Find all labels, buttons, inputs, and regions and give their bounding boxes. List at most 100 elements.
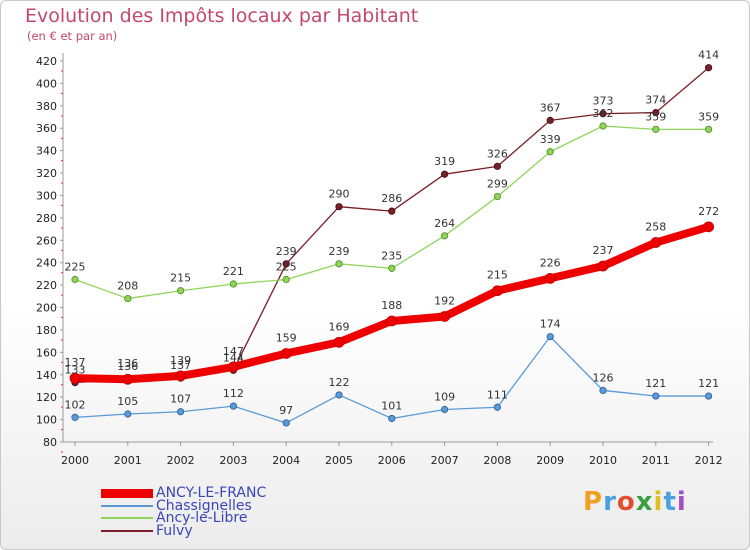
data-label-fulvy: 414	[698, 49, 719, 62]
data-label-ancy-le-libre: 235	[381, 249, 402, 262]
x-tick-label: 2001	[114, 454, 142, 467]
data-label-chassignelles: 126	[593, 371, 614, 384]
data-label-fulvy: 136	[117, 360, 138, 373]
data-point-chassignelles	[493, 403, 501, 411]
y-tick-label: 160	[36, 346, 57, 359]
y-tick-label: 240	[36, 257, 57, 270]
data-label-fulvy: 319	[434, 155, 455, 168]
x-tick-label: 2010	[589, 454, 617, 467]
data-point-ancy-le-franc	[122, 373, 134, 385]
data-label-fulvy: 373	[593, 95, 614, 108]
data-point-ancy-le-libre	[124, 294, 132, 303]
data-point-chassignelles	[124, 410, 132, 418]
data-point-ancy-le-libre	[652, 125, 660, 133]
data-point-fulvy	[335, 203, 343, 211]
data-label-fulvy: 133	[65, 364, 86, 377]
y-tick-label: 360	[36, 122, 57, 135]
series-line-fulvy	[74, 67, 710, 384]
data-label-ancy-le-franc: 226	[540, 256, 561, 269]
data-point-ancy-le-franc	[544, 272, 556, 284]
y-tick-label: 340	[36, 145, 57, 158]
data-label-chassignelles: 111	[487, 388, 508, 401]
data-label-chassignelles: 105	[117, 395, 138, 408]
x-tick-label: 2000	[61, 454, 89, 467]
data-point-ancy-le-franc	[175, 370, 187, 382]
y-tick-label: 80	[43, 436, 57, 449]
data-label-fulvy: 286	[381, 192, 402, 205]
legend-item-ancy-le-libre: Ancy-le-Libre	[101, 511, 266, 525]
data-point-fulvy	[493, 162, 501, 170]
data-label-ancy-le-franc: 139	[170, 354, 191, 367]
data-label-fulvy: 144	[223, 351, 244, 364]
x-tick-label: 2003	[219, 454, 247, 467]
logo-letter: o	[616, 487, 636, 517]
logo-letter: x	[635, 487, 654, 517]
legend-swatch-chassignelles	[101, 504, 153, 507]
data-label-ancy-le-libre: 362	[593, 107, 614, 120]
data-point-chassignelles	[652, 392, 660, 400]
legend-item-ancy-le-franc: ANCY-LE-FRANC	[101, 485, 267, 502]
x-tick-label: 2008	[483, 454, 511, 467]
data-point-ancy-le-franc	[703, 221, 714, 233]
data-label-ancy-le-libre: 299	[487, 178, 508, 191]
data-point-ancy-le-libre	[704, 125, 713, 133]
data-label-chassignelles: 121	[698, 377, 719, 390]
data-label-fulvy: 137	[170, 359, 191, 372]
data-point-ancy-le-franc	[491, 285, 503, 297]
data-point-ancy-le-franc	[386, 315, 398, 327]
legend-label: Chassignelles	[156, 497, 252, 514]
y-tick-label: 200	[36, 302, 57, 315]
data-point-ancy-le-franc	[69, 372, 81, 384]
data-point-ancy-le-libre	[282, 275, 290, 284]
logo-letter: P	[583, 487, 604, 517]
data-point-fulvy	[388, 207, 396, 215]
x-tick-label: 2011	[642, 454, 670, 467]
data-point-chassignelles	[71, 413, 79, 421]
data-label-ancy-le-franc: 169	[329, 320, 350, 333]
data-point-fulvy	[704, 64, 713, 72]
data-point-chassignelles	[599, 386, 607, 395]
data-label-ancy-le-libre: 208	[117, 280, 138, 293]
legend-item-fulvy: Fulvy	[101, 524, 266, 538]
data-point-ancy-le-franc	[650, 237, 662, 248]
y-tick-label: 320	[36, 167, 57, 180]
legend-label: ANCY-LE-FRANC	[156, 485, 267, 502]
data-point-ancy-le-franc	[597, 260, 609, 272]
data-label-chassignelles: 174	[540, 318, 561, 331]
data-point-ancy-le-franc	[227, 361, 239, 373]
y-tick-label: 260	[36, 234, 57, 247]
data-label-ancy-le-libre: 339	[540, 133, 561, 146]
data-point-fulvy	[546, 116, 554, 124]
data-point-ancy-le-libre	[493, 192, 501, 201]
data-label-chassignelles: 107	[170, 393, 191, 406]
data-label-chassignelles: 121	[645, 377, 666, 390]
y-tick-label: 140	[36, 369, 57, 382]
x-tick-label: 2007	[431, 454, 459, 467]
legend-item-chassignelles: Chassignelles	[101, 497, 266, 514]
data-point-chassignelles	[282, 419, 290, 427]
data-label-ancy-le-libre: 225	[65, 261, 86, 274]
data-point-ancy-le-libre	[388, 264, 396, 272]
legend-swatch-fulvy	[101, 529, 153, 532]
y-tick-label: 100	[36, 414, 57, 427]
x-tick-label: 2004	[272, 454, 300, 467]
data-label-ancy-le-libre: 359	[698, 110, 719, 123]
y-tick-label: 180	[36, 324, 57, 337]
data-label-fulvy: 239	[276, 245, 297, 258]
data-point-ancy-le-franc	[439, 311, 451, 322]
data-label-chassignelles: 109	[434, 391, 455, 404]
data-label-fulvy: 367	[540, 101, 561, 114]
x-tick-label: 2006	[378, 454, 406, 467]
data-point-fulvy	[599, 110, 607, 118]
data-label-ancy-le-libre: 239	[329, 245, 350, 258]
data-label-ancy-le-franc: 137	[65, 356, 86, 369]
data-label-ancy-le-franc: 272	[698, 205, 719, 218]
data-point-fulvy	[282, 260, 290, 268]
proxiti-logo: Proxiti	[583, 487, 687, 517]
x-tick-label: 2005	[325, 454, 353, 467]
data-label-ancy-le-franc: 159	[276, 331, 297, 344]
data-label-fulvy: 290	[329, 188, 350, 201]
data-label-ancy-le-libre: 221	[223, 265, 244, 278]
data-label-ancy-le-franc: 237	[593, 244, 614, 257]
